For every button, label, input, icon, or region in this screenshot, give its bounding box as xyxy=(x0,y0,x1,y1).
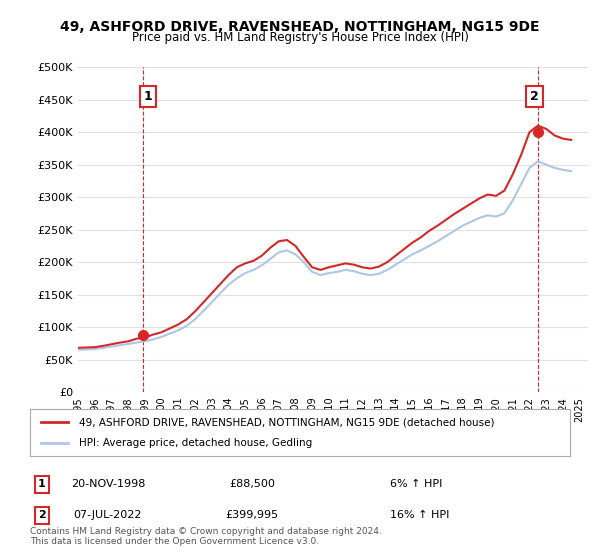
Text: Price paid vs. HM Land Registry's House Price Index (HPI): Price paid vs. HM Land Registry's House … xyxy=(131,31,469,44)
Text: Contains HM Land Registry data © Crown copyright and database right 2024.
This d: Contains HM Land Registry data © Crown c… xyxy=(30,526,382,546)
Text: 20-NOV-1998: 20-NOV-1998 xyxy=(71,479,145,489)
Text: HPI: Average price, detached house, Gedling: HPI: Average price, detached house, Gedl… xyxy=(79,438,312,448)
Text: 07-JUL-2022: 07-JUL-2022 xyxy=(74,510,142,520)
Text: 6% ↑ HPI: 6% ↑ HPI xyxy=(390,479,442,489)
Text: £399,995: £399,995 xyxy=(226,510,278,520)
Text: £88,500: £88,500 xyxy=(229,479,275,489)
Text: 16% ↑ HPI: 16% ↑ HPI xyxy=(390,510,449,520)
Text: 2: 2 xyxy=(38,510,46,520)
Text: 1: 1 xyxy=(144,90,152,103)
Text: 2: 2 xyxy=(530,90,539,103)
Text: 49, ASHFORD DRIVE, RAVENSHEAD, NOTTINGHAM, NG15 9DE: 49, ASHFORD DRIVE, RAVENSHEAD, NOTTINGHA… xyxy=(60,20,540,34)
Text: 49, ASHFORD DRIVE, RAVENSHEAD, NOTTINGHAM, NG15 9DE (detached house): 49, ASHFORD DRIVE, RAVENSHEAD, NOTTINGHA… xyxy=(79,417,494,427)
Text: 1: 1 xyxy=(38,479,46,489)
